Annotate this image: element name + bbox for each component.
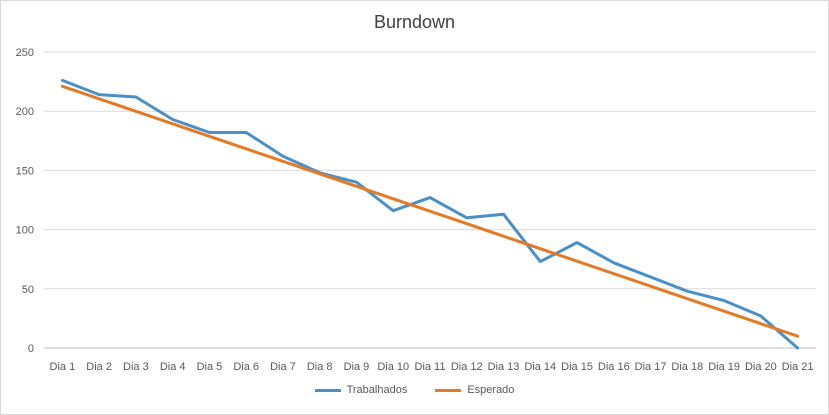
x-tick-label: Dia 14 xyxy=(524,361,556,373)
data-point-trabalhados xyxy=(281,154,285,158)
data-point-trabalhados xyxy=(722,299,726,302)
data-point-esperado xyxy=(612,272,616,275)
grid-lines xyxy=(44,51,816,349)
data-point-esperado xyxy=(61,85,64,88)
data-point-trabalhados xyxy=(171,118,174,121)
x-tick-label: Dia 11 xyxy=(415,361,446,373)
data-point-trabalhados xyxy=(649,275,652,279)
data-point-trabalhados xyxy=(539,260,542,263)
y-axis-ticks: 0 50 100 150 200 250 xyxy=(16,47,34,355)
data-point-trabalhados xyxy=(612,261,616,264)
x-tick-label: Dia 10 xyxy=(377,361,409,373)
y-tick-label: 150 xyxy=(16,165,34,177)
series-group xyxy=(60,78,800,350)
legend-label-esperado: Esperado xyxy=(467,384,515,396)
data-point-esperado xyxy=(244,147,248,150)
legend-swatch-esperado xyxy=(435,388,462,392)
x-axis-ticks: Dia 1 Dia 2 Dia 3 Dia 4 Dia 5 Dia 6 Dia 7 Dia 8… xyxy=(50,361,814,373)
x-tick-label: Dia 19 xyxy=(708,361,740,373)
data-point-esperado xyxy=(208,135,211,138)
x-tick-label: Dia 20 xyxy=(745,361,777,373)
data-point-trabalhados xyxy=(796,346,799,350)
x-tick-label: Dia 3 xyxy=(123,361,149,373)
x-tick-label: Dia 12 xyxy=(451,361,483,373)
data-point-esperado xyxy=(722,309,726,313)
x-tick-label: Dia 9 xyxy=(344,361,370,373)
data-point-esperado xyxy=(428,210,432,213)
data-point-esperado xyxy=(575,260,579,263)
data-point-esperado xyxy=(686,297,689,300)
legend: Trabalhados Esperado xyxy=(0,384,829,396)
y-tick-label: 200 xyxy=(16,106,34,118)
data-point-esperado xyxy=(171,122,174,126)
data-point-trabalhados xyxy=(244,131,248,134)
y-tick-label: 250 xyxy=(16,47,34,59)
x-tick-label: Dia 8 xyxy=(307,361,333,373)
x-tick-label: Dia 15 xyxy=(561,361,593,373)
data-point-trabalhados xyxy=(392,209,395,212)
data-point-esperado xyxy=(97,97,101,101)
data-point-esperado xyxy=(392,197,395,200)
x-tick-label: Dia 1 xyxy=(50,361,76,373)
legend-item-esperado[interactable]: Esperado xyxy=(435,384,514,396)
data-point-esperado xyxy=(759,322,763,325)
data-point-trabalhados xyxy=(575,241,579,244)
x-tick-label: Dia 5 xyxy=(197,361,223,373)
y-tick-label: 0 xyxy=(28,343,34,355)
legend-swatch-trabalhados xyxy=(314,388,341,392)
data-point-esperado xyxy=(355,185,358,188)
x-tick-label: Dia 7 xyxy=(270,361,296,373)
data-point-esperado xyxy=(539,247,542,250)
x-tick-label: Dia 6 xyxy=(233,361,259,373)
x-tick-label: Dia 21 xyxy=(782,361,814,373)
data-point-esperado xyxy=(649,284,652,288)
data-point-trabalhados xyxy=(502,213,505,216)
data-point-esperado xyxy=(281,160,285,163)
data-point-trabalhados xyxy=(97,93,101,96)
data-point-trabalhados xyxy=(134,95,138,99)
data-point-trabalhados xyxy=(686,289,689,293)
x-tick-label: Dia 2 xyxy=(86,361,112,373)
data-point-esperado xyxy=(465,222,468,225)
legend-label-trabalhados: Trabalhados xyxy=(346,384,408,396)
x-tick-label: Dia 18 xyxy=(671,361,703,373)
x-tick-label: Dia 16 xyxy=(598,361,630,373)
x-tick-label: Dia 4 xyxy=(160,361,186,373)
data-point-trabalhados xyxy=(759,314,763,318)
data-point-trabalhados xyxy=(208,131,211,134)
data-point-trabalhados xyxy=(61,79,64,82)
data-point-trabalhados xyxy=(465,216,468,219)
y-tick-label: 100 xyxy=(16,225,34,237)
data-point-esperado xyxy=(796,334,799,338)
data-point-trabalhados xyxy=(428,196,432,199)
x-tick-label: Dia 13 xyxy=(488,361,520,373)
x-tick-label: Dia 17 xyxy=(635,361,667,373)
chart-title: Burndown xyxy=(373,12,456,32)
data-point-trabalhados xyxy=(355,181,358,184)
y-tick-label: 50 xyxy=(22,284,34,296)
data-point-esperado xyxy=(318,172,321,175)
legend-item-trabalhados[interactable]: Trabalhados xyxy=(314,384,408,396)
data-point-esperado xyxy=(502,235,505,238)
data-point-esperado xyxy=(134,110,138,113)
